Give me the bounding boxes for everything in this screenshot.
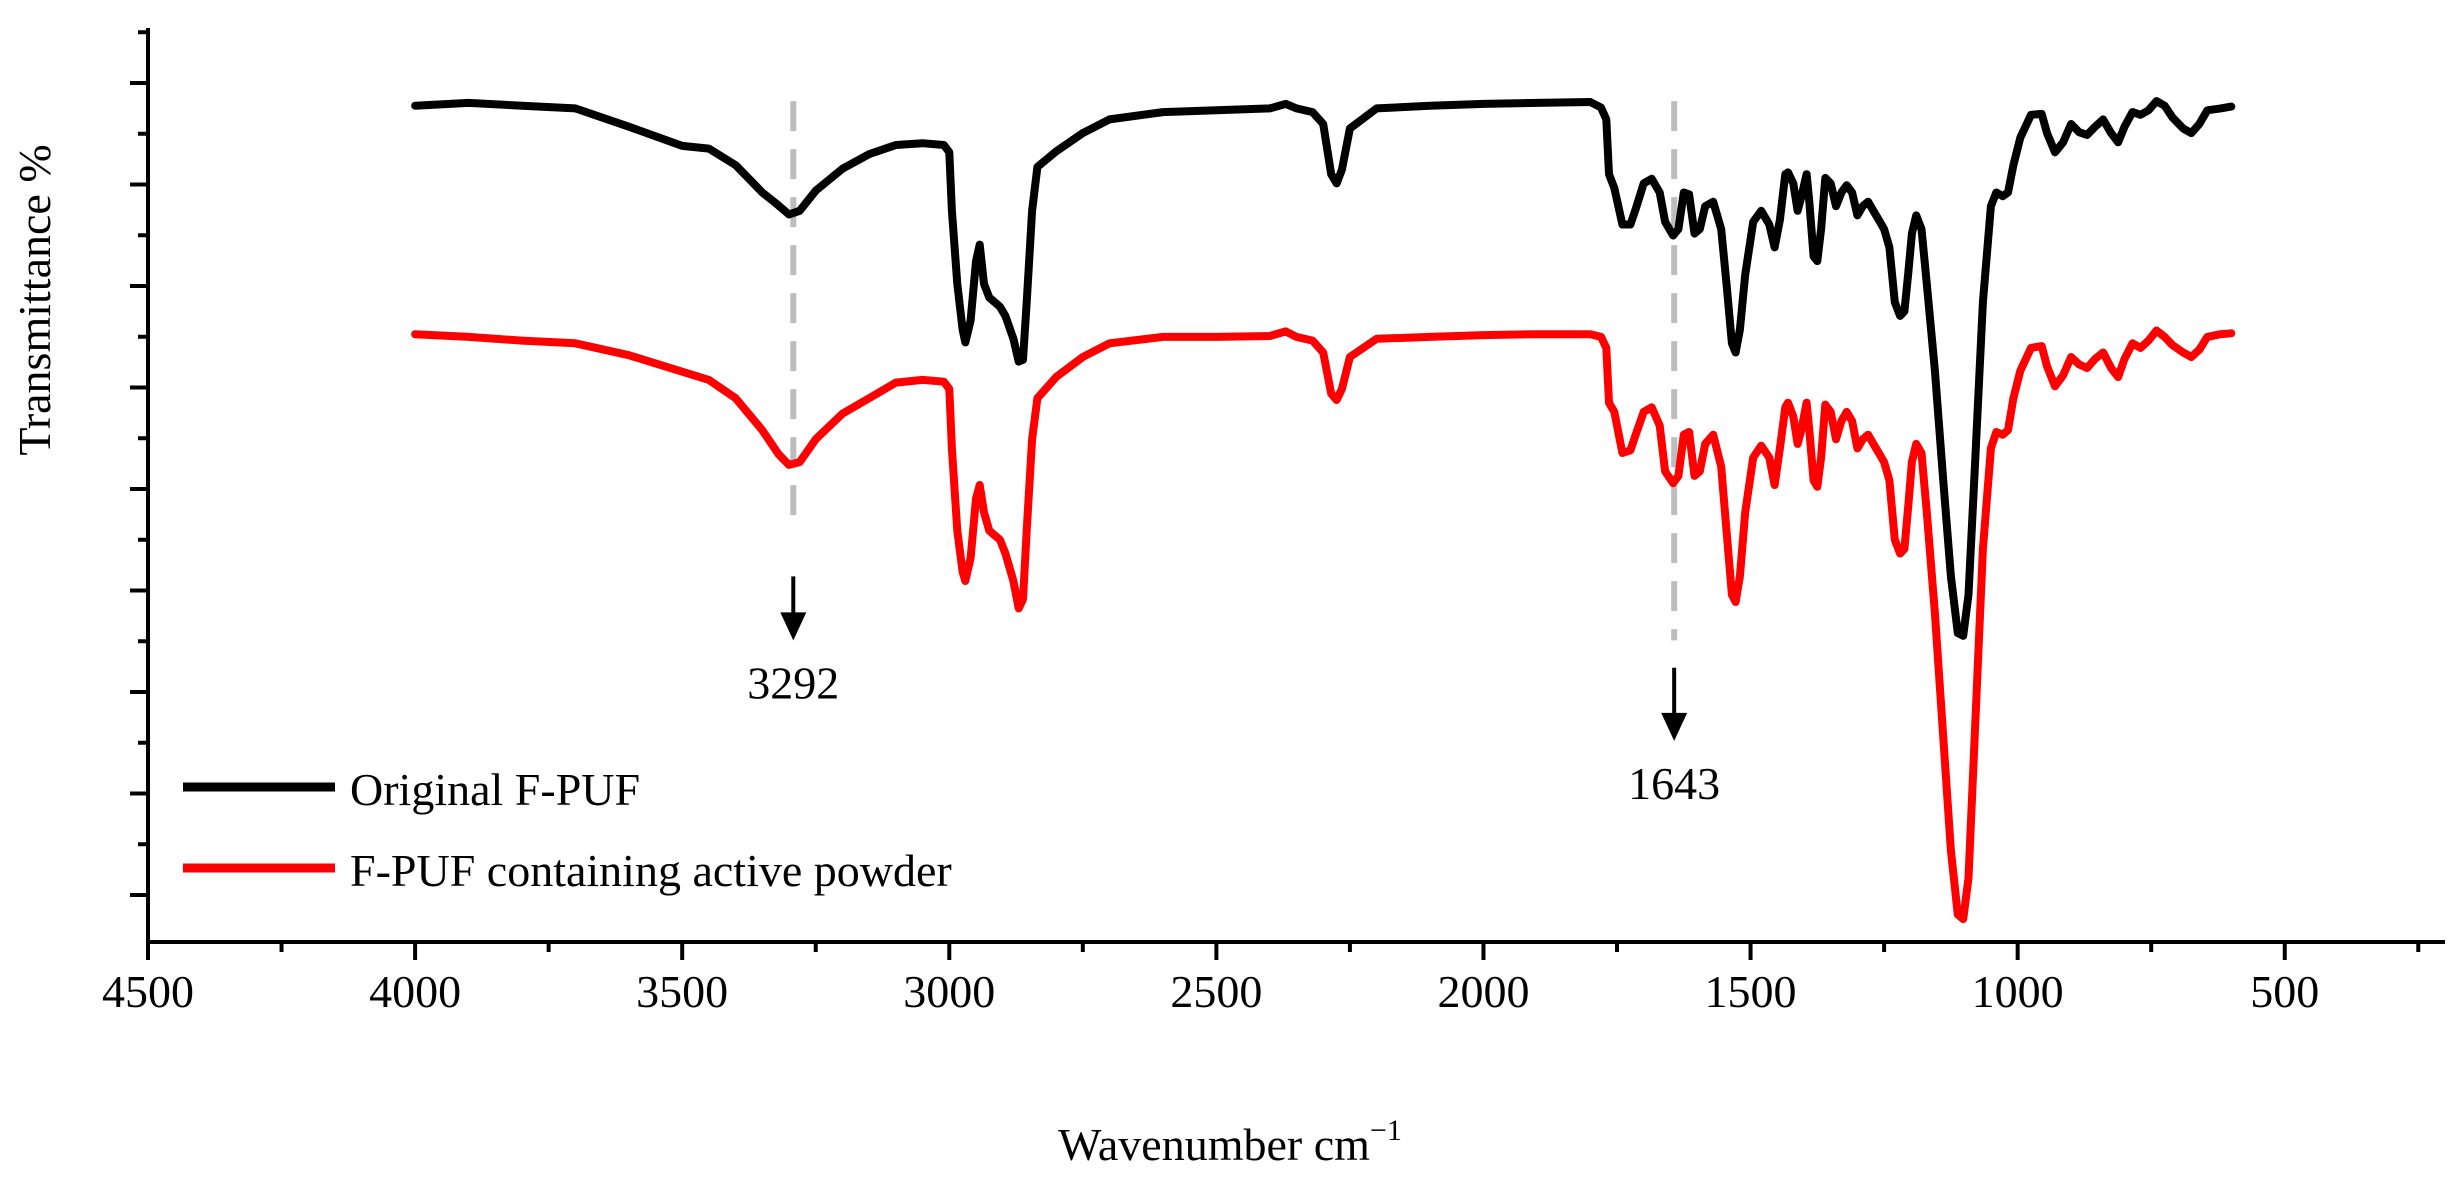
x-tick-label: 2500 (1170, 966, 1262, 1017)
x-axis-label-superscript: −1 (1370, 1114, 1402, 1147)
x-axis-label: Wavenumber cm−1 (1058, 1114, 1402, 1170)
arrow-head-1643 (1661, 712, 1688, 741)
legend-label-original: Original F-PUF (350, 764, 640, 815)
x-axis-ticks: 4500 4000 3500 3000 2500 2000 1500 1000 500 (102, 942, 2421, 1017)
x-tick-label: 4500 (102, 966, 194, 1017)
arrow-head-3292 (780, 612, 807, 641)
legend: Original F-PUF F-PUF containing active p… (183, 764, 952, 896)
y-axis-ticks (130, 30, 148, 897)
x-tick-label: 3000 (903, 966, 995, 1017)
x-tick-label: 4000 (369, 966, 461, 1017)
x-tick-label: 2000 (1437, 966, 1529, 1017)
axes-frame (146, 28, 2445, 944)
annotations: 3292 1643 (747, 576, 1720, 809)
series-group (411, 97, 2236, 924)
legend-label-active: F-PUF containing active powder (350, 845, 952, 896)
x-tick-label: 1500 (1705, 966, 1797, 1017)
x-axis-label-base: Wavenumber cm (1058, 1119, 1370, 1170)
x-tick-label: 3500 (636, 966, 728, 1017)
annotation-label-3292: 3292 (747, 657, 839, 708)
y-axis-label: Transmittance % (9, 144, 60, 455)
annotation-label-1643: 1643 (1628, 758, 1720, 809)
series-line-active-powder (411, 326, 2236, 924)
annotation-guides (790, 101, 1678, 641)
x-tick-label: 500 (2250, 966, 2319, 1017)
series-line-original (411, 97, 2236, 640)
x-tick-label: 1000 (1972, 966, 2064, 1017)
